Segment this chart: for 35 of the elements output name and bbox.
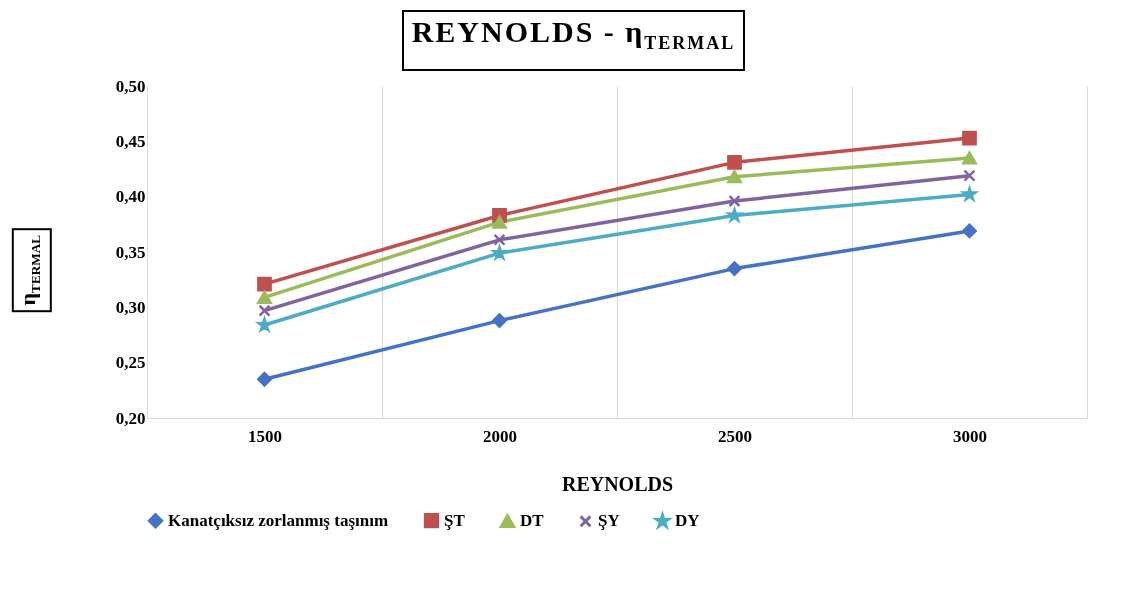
x-tick-label: 1500 (248, 426, 282, 446)
x-tick-label: 2500 (718, 426, 752, 446)
point (257, 290, 272, 304)
x-tick-label: 3000 (953, 426, 987, 446)
point (962, 223, 977, 239)
legend-label: DY (675, 511, 700, 531)
y-tick-label: 0,25 (115, 353, 146, 373)
legend-label: ŞY (598, 511, 620, 531)
point (492, 215, 507, 229)
point (727, 154, 742, 170)
y-tick-label: 0,35 (115, 242, 146, 262)
y-tick-label: 0,50 (115, 76, 146, 96)
point (258, 304, 271, 317)
legend-label: Kanatçıksız zorlanmış taşınım (168, 510, 389, 530)
point (490, 243, 508, 262)
chart-title: REYNOLDS - η$_{TERMAL}$ (401, 10, 746, 71)
y-tick-label: 0,30 (115, 297, 146, 317)
y-tick-label: 0,45 (115, 131, 146, 151)
legend-label: ŞT (444, 510, 466, 530)
point (257, 371, 272, 387)
y-tick-label: 0,20 (115, 408, 146, 428)
point (727, 261, 742, 276)
y-tick-label: 0,40 (115, 187, 146, 207)
legend-label: DT (520, 511, 545, 531)
point (962, 151, 977, 165)
point (962, 130, 977, 146)
x-axis-title: REYNOLDS (561, 472, 674, 495)
point (255, 315, 272, 334)
point (728, 194, 741, 208)
point (492, 313, 507, 328)
point (493, 233, 506, 246)
point (963, 169, 976, 182)
point (727, 170, 742, 184)
x-tick-label: 2000 (483, 426, 517, 446)
point (257, 276, 272, 292)
